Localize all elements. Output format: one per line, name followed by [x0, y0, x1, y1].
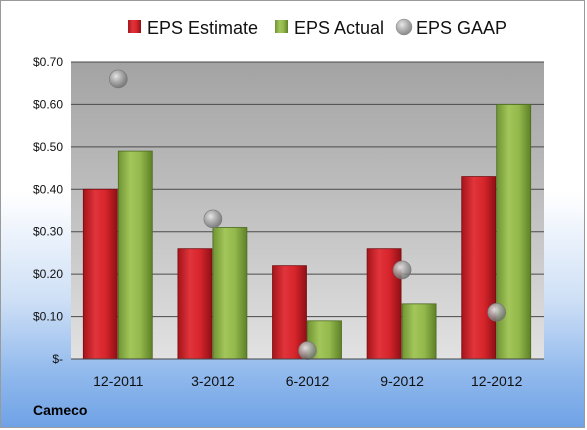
eps-estimate-bar	[461, 176, 497, 360]
eps-gaap-marker	[203, 209, 223, 229]
x-tick-label: 6-2012	[286, 373, 330, 389]
legend-label: EPS Estimate	[147, 18, 258, 38]
eps-actual-bar	[117, 150, 153, 360]
eps-actual-bar	[212, 227, 248, 360]
y-tick-label: $0.10	[33, 310, 63, 324]
legend: EPS Estimate EPS Actual EPS GAAP	[128, 18, 507, 38]
y-tick-label: $0.30	[33, 225, 63, 239]
y-tick-label: $0.20	[33, 267, 63, 281]
y-tick-label: $0.60	[33, 97, 63, 111]
legend-swatch	[395, 18, 413, 36]
eps-estimate-bar	[177, 248, 213, 360]
eps-estimate-bar	[272, 265, 307, 360]
legend-swatch	[275, 20, 288, 33]
x-tick-label: 12-2012	[471, 373, 523, 389]
y-tick-label: $0.70	[33, 55, 63, 69]
eps-estimate-bar	[82, 188, 118, 360]
x-tick-label: 3-2012	[191, 373, 235, 389]
eps-gaap-marker	[109, 69, 128, 89]
eps-gaap-marker	[298, 341, 317, 360]
eps-gaap-marker	[487, 303, 507, 322]
legend-label: EPS GAAP	[416, 18, 507, 38]
y-tick-label: $0.50	[33, 140, 63, 154]
legend-label: EPS Actual	[294, 18, 384, 38]
x-tick-label: 9-2012	[380, 373, 424, 389]
legend-swatch	[128, 20, 141, 33]
eps-actual-bar	[401, 303, 437, 360]
y-tick-label: $0.40	[33, 182, 63, 196]
y-tick-label: $-	[52, 352, 63, 366]
eps-gaap-marker	[392, 260, 412, 280]
company-name: Cameco	[33, 402, 88, 418]
x-tick-label: 12-2011	[93, 373, 144, 389]
eps-actual-bar	[496, 104, 532, 360]
